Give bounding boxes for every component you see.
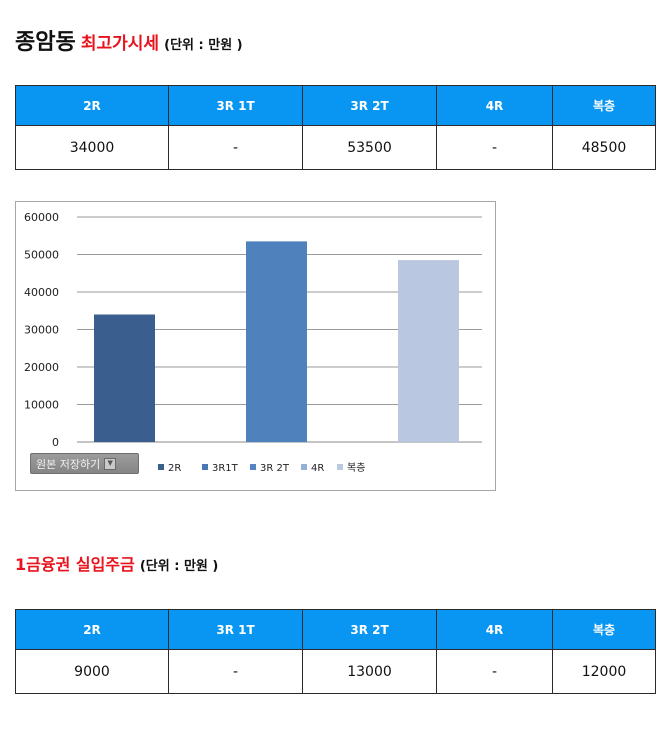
table-header-row: 2R 3R 1T 3R 2T 4R 복층	[15, 85, 656, 126]
y-tick-label: 60000	[24, 211, 59, 224]
value-cell: 12000	[552, 649, 656, 694]
move-in-cost-title: 1금융권 실입주금	[15, 555, 135, 574]
y-tick-label: 10000	[24, 399, 59, 412]
save-original-button[interactable]: 원본 저장하기 ▼	[30, 453, 139, 474]
y-tick-label: 40000	[24, 286, 59, 299]
bar-복층	[398, 260, 459, 442]
legend-swatch	[250, 464, 256, 470]
value-cell: -	[436, 125, 553, 170]
legend-label: 4R	[311, 463, 324, 474]
header-cell: 2R	[15, 85, 169, 126]
legend-label: 3R 2T	[260, 463, 290, 474]
price-chart: 0 10000 20000 30000 40000 50000 60000 2R 3R1T 3R …	[15, 201, 496, 491]
y-tick-label: 0	[52, 436, 59, 449]
header-cell: 복층	[552, 85, 656, 126]
bar-chart-canvas: 0 10000 20000 30000 40000 50000 60000 2R 3R1T 3R …	[24, 211, 482, 474]
legend-swatch	[301, 464, 307, 470]
header-cell: 3R 1T	[168, 609, 303, 650]
value-cell: 53500	[302, 125, 437, 170]
y-tick-label: 50000	[24, 249, 59, 262]
table-row: 9000 - 13000 - 12000	[15, 649, 656, 694]
value-cell: -	[436, 649, 553, 694]
header-cell: 4R	[436, 609, 553, 650]
section1-heading: 종암동 최고가시세 (단위 : 만원 )	[15, 24, 243, 56]
table-header-row: 2R 3R 1T 3R 2T 4R 복층	[15, 609, 656, 650]
header-cell: 3R 2T	[302, 85, 437, 126]
section2-heading: 1금융권 실입주금 (단위 : 만원 )	[15, 551, 218, 575]
legend-label: 3R1T	[212, 463, 239, 474]
y-tick-label: 30000	[24, 324, 59, 337]
value-cell: -	[168, 125, 303, 170]
value-cell: -	[168, 649, 303, 694]
unit-label: (단위 : 만원 )	[139, 559, 219, 574]
highest-price-table: 2R 3R 1T 3R 2T 4R 복층 34000 - 53500 - 485…	[15, 85, 656, 170]
header-cell: 2R	[15, 609, 169, 650]
header-cell: 복층	[552, 609, 656, 650]
value-cell: 9000	[15, 649, 169, 694]
district-title: 종암동	[15, 30, 76, 55]
move-in-cost-table: 2R 3R 1T 3R 2T 4R 복층 9000 - 13000 - 1200…	[15, 609, 656, 694]
y-tick-label: 20000	[24, 361, 59, 374]
table-row: 34000 - 53500 - 48500	[15, 125, 656, 170]
dropdown-arrow-icon: ▼	[104, 457, 117, 470]
legend-label: 2R	[168, 463, 181, 474]
header-cell: 3R 2T	[302, 609, 437, 650]
header-cell: 4R	[436, 85, 553, 126]
bar-2R	[94, 314, 155, 442]
bar-3R 2T	[246, 241, 307, 442]
legend-swatch	[337, 464, 343, 470]
legend-label: 복층	[347, 462, 365, 474]
save-original-label: 원본 저장하기	[36, 457, 101, 471]
value-cell: 34000	[15, 125, 169, 170]
legend-swatch	[158, 464, 164, 470]
legend-swatch	[202, 464, 208, 470]
value-cell: 13000	[302, 649, 437, 694]
value-cell: 48500	[552, 125, 656, 170]
header-cell: 3R 1T	[168, 85, 303, 126]
highest-price-title: 최고가시세	[80, 34, 160, 54]
unit-label: (단위 : 만원 )	[164, 38, 243, 53]
